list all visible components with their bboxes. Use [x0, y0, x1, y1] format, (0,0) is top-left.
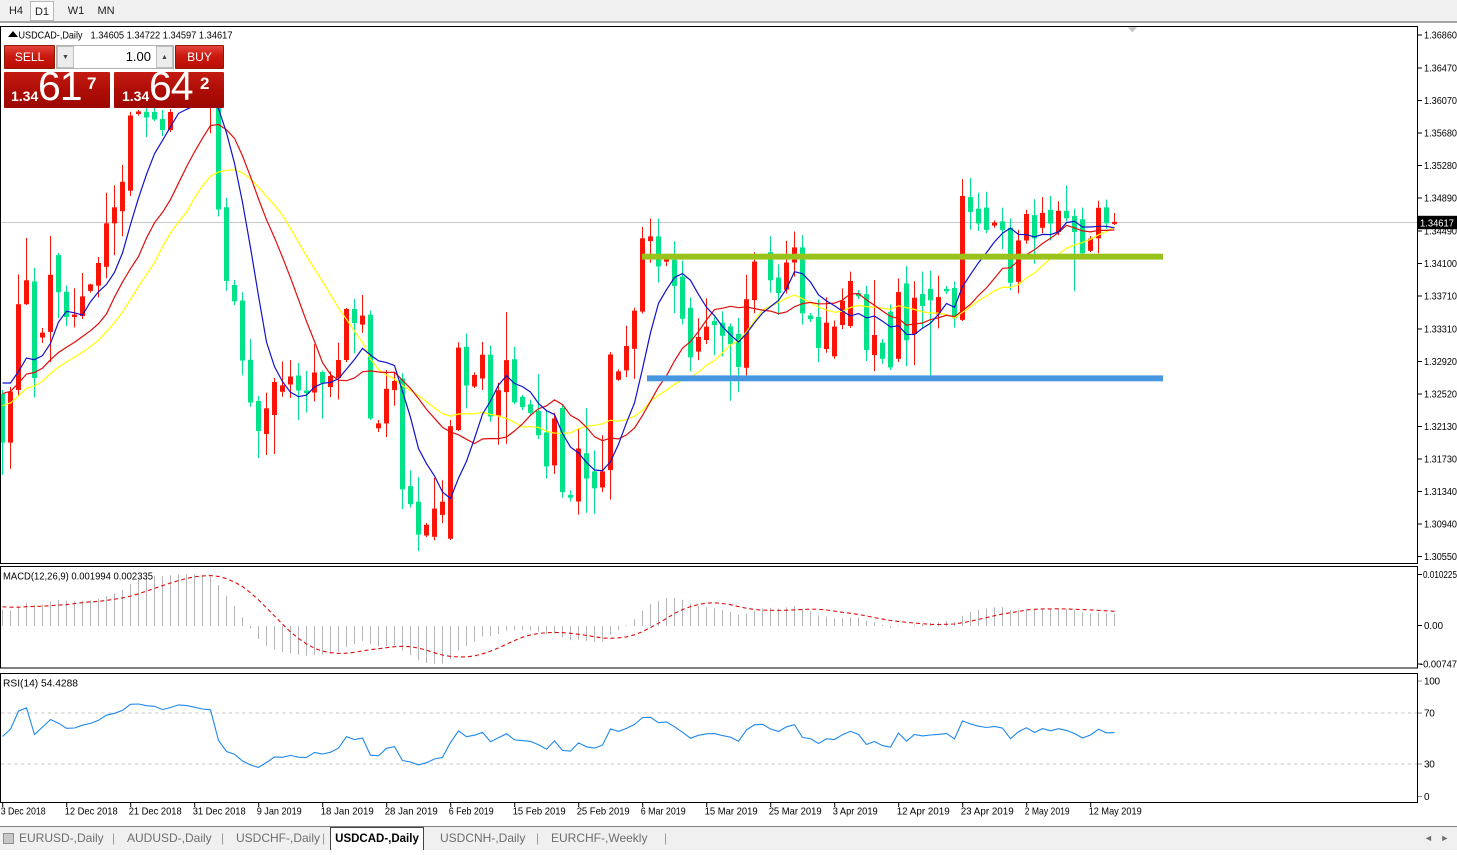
svg-text:1.35680: 1.35680 [1424, 129, 1457, 140]
svg-text:USDCAD-,Daily: USDCAD-,Daily [19, 30, 84, 42]
svg-text:3 Apr 2019: 3 Apr 2019 [833, 806, 878, 818]
svg-text:3 Dec 2018: 3 Dec 2018 [1, 806, 46, 818]
svg-text:1.32520: 1.32520 [1424, 390, 1457, 401]
svg-text:6 Feb 2019: 6 Feb 2019 [449, 806, 494, 818]
svg-text:1.36860: 1.36860 [1424, 31, 1457, 42]
svg-text:23 Apr 2019: 23 Apr 2019 [961, 806, 1014, 818]
svg-text:25 Feb 2019: 25 Feb 2019 [577, 806, 630, 818]
svg-text:0.010225: 0.010225 [1423, 570, 1457, 581]
svg-text:1.34605 1.34722 1.34597 1.3461: 1.34605 1.34722 1.34597 1.34617 [91, 30, 233, 42]
svg-text:-0.00747: -0.00747 [1420, 660, 1457, 671]
svg-text:1.33310: 1.33310 [1424, 325, 1457, 336]
svg-text:1.31340: 1.31340 [1424, 487, 1457, 498]
svg-text:1.36070: 1.36070 [1424, 96, 1457, 107]
svg-text:31 Dec 2018: 31 Dec 2018 [193, 806, 246, 818]
svg-text:28 Jan 2019: 28 Jan 2019 [385, 806, 438, 818]
svg-text:9 Jan 2019: 9 Jan 2019 [257, 806, 302, 818]
svg-text:0.00: 0.00 [1424, 621, 1443, 632]
svg-text:12 Apr 2019: 12 Apr 2019 [897, 806, 950, 818]
svg-text:70: 70 [1424, 709, 1435, 720]
svg-text:1.34617: 1.34617 [1420, 219, 1454, 230]
svg-text:100: 100 [1424, 677, 1441, 688]
svg-text:6 Mar 2019: 6 Mar 2019 [641, 806, 686, 818]
svg-text:1.36470: 1.36470 [1424, 64, 1457, 75]
svg-text:1.32130: 1.32130 [1424, 422, 1457, 433]
svg-text:1.34890: 1.34890 [1424, 194, 1457, 205]
svg-text:15 Feb 2019: 15 Feb 2019 [513, 806, 566, 818]
svg-text:1.34100: 1.34100 [1424, 259, 1457, 270]
svg-text:2 May 2019: 2 May 2019 [1025, 806, 1070, 818]
svg-text:1.30940: 1.30940 [1424, 520, 1457, 531]
svg-text:15 Mar 2019: 15 Mar 2019 [705, 806, 758, 818]
svg-text:30: 30 [1424, 760, 1435, 771]
svg-text:25 Mar 2019: 25 Mar 2019 [769, 806, 822, 818]
svg-text:1.30550: 1.30550 [1424, 552, 1457, 563]
svg-text:0: 0 [1424, 792, 1430, 803]
svg-text:21 Dec 2018: 21 Dec 2018 [129, 806, 182, 818]
svg-text:RSI(14) 54.4288: RSI(14) 54.4288 [3, 678, 78, 690]
svg-text:1.34490: 1.34490 [1424, 227, 1457, 238]
svg-text:1.35280: 1.35280 [1424, 161, 1457, 172]
svg-text:12 May 2019: 12 May 2019 [1089, 806, 1142, 818]
svg-text:12 Dec 2018: 12 Dec 2018 [65, 806, 118, 818]
svg-text:18 Jan 2019: 18 Jan 2019 [321, 806, 374, 818]
svg-text:1.31730: 1.31730 [1424, 455, 1457, 466]
svg-text:1.32920: 1.32920 [1424, 357, 1457, 368]
svg-text:MACD(12,26,9) 0.001994 0.00233: MACD(12,26,9) 0.001994 0.002335 [3, 571, 153, 583]
svg-text:1.33710: 1.33710 [1424, 292, 1457, 303]
